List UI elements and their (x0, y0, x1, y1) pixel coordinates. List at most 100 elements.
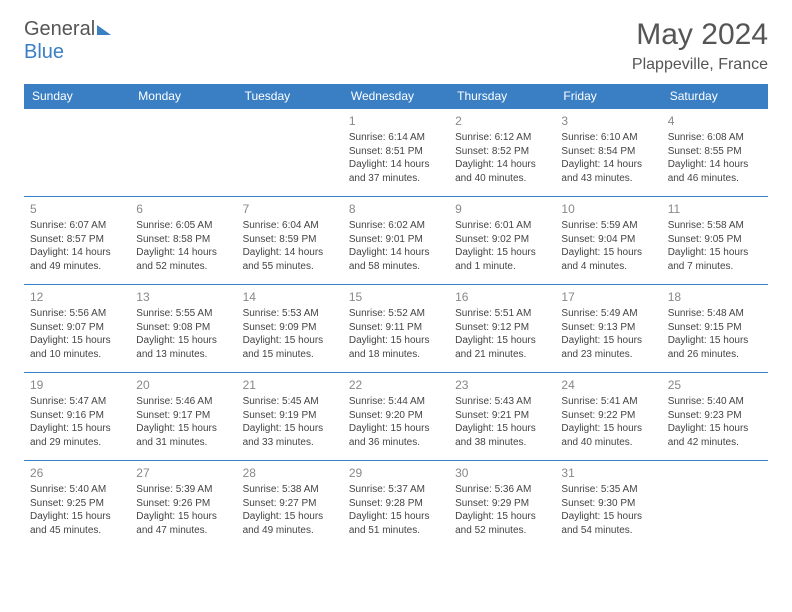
daylight-text: Daylight: 15 hours and 15 minutes. (243, 334, 337, 361)
sunrise-text: Sunrise: 5:51 AM (455, 307, 549, 321)
calendar-week-row: 26Sunrise: 5:40 AMSunset: 9:25 PMDayligh… (24, 461, 768, 549)
calendar-day-cell (662, 461, 768, 549)
sunrise-text: Sunrise: 6:10 AM (561, 131, 655, 145)
sunrise-text: Sunrise: 5:56 AM (30, 307, 124, 321)
day-number: 27 (136, 465, 230, 481)
day-number: 22 (349, 377, 443, 393)
calendar-day-cell (130, 109, 236, 197)
sunrise-text: Sunrise: 6:04 AM (243, 219, 337, 233)
day-number: 21 (243, 377, 337, 393)
sunrise-text: Sunrise: 5:35 AM (561, 483, 655, 497)
sunset-text: Sunset: 9:19 PM (243, 409, 337, 423)
day-number: 14 (243, 289, 337, 305)
sunrise-text: Sunrise: 6:12 AM (455, 131, 549, 145)
logo: General Blue (24, 18, 111, 64)
sunrise-text: Sunrise: 5:55 AM (136, 307, 230, 321)
calendar-body: 1Sunrise: 6:14 AMSunset: 8:51 PMDaylight… (24, 109, 768, 549)
sunrise-text: Sunrise: 6:01 AM (455, 219, 549, 233)
sunrise-text: Sunrise: 5:46 AM (136, 395, 230, 409)
day-number: 5 (30, 201, 124, 217)
calendar-day-cell: 29Sunrise: 5:37 AMSunset: 9:28 PMDayligh… (343, 461, 449, 549)
sunset-text: Sunset: 9:17 PM (136, 409, 230, 423)
sunset-text: Sunset: 9:12 PM (455, 321, 549, 335)
sunrise-text: Sunrise: 5:39 AM (136, 483, 230, 497)
daylight-text: Daylight: 15 hours and 23 minutes. (561, 334, 655, 361)
calendar-week-row: 5Sunrise: 6:07 AMSunset: 8:57 PMDaylight… (24, 197, 768, 285)
sunset-text: Sunset: 9:02 PM (455, 233, 549, 247)
daylight-text: Daylight: 15 hours and 10 minutes. (30, 334, 124, 361)
logo-icon (97, 25, 111, 35)
sunrise-text: Sunrise: 5:37 AM (349, 483, 443, 497)
weekday-header: Wednesday (343, 84, 449, 109)
daylight-text: Daylight: 15 hours and 54 minutes. (561, 510, 655, 537)
sunset-text: Sunset: 8:58 PM (136, 233, 230, 247)
weekday-header: Thursday (449, 84, 555, 109)
day-number: 8 (349, 201, 443, 217)
daylight-text: Daylight: 15 hours and 42 minutes. (668, 422, 762, 449)
calendar-day-cell: 20Sunrise: 5:46 AMSunset: 9:17 PMDayligh… (130, 373, 236, 461)
daylight-text: Daylight: 15 hours and 49 minutes. (243, 510, 337, 537)
daylight-text: Daylight: 15 hours and 47 minutes. (136, 510, 230, 537)
day-number: 19 (30, 377, 124, 393)
daylight-text: Daylight: 14 hours and 40 minutes. (455, 158, 549, 185)
day-number: 25 (668, 377, 762, 393)
calendar-day-cell: 3Sunrise: 6:10 AMSunset: 8:54 PMDaylight… (555, 109, 661, 197)
sunrise-text: Sunrise: 5:40 AM (668, 395, 762, 409)
day-number: 31 (561, 465, 655, 481)
sunrise-text: Sunrise: 5:48 AM (668, 307, 762, 321)
day-number: 2 (455, 113, 549, 129)
daylight-text: Daylight: 15 hours and 45 minutes. (30, 510, 124, 537)
daylight-text: Daylight: 15 hours and 1 minute. (455, 246, 549, 273)
daylight-text: Daylight: 15 hours and 4 minutes. (561, 246, 655, 273)
day-number: 28 (243, 465, 337, 481)
day-number: 29 (349, 465, 443, 481)
day-number: 23 (455, 377, 549, 393)
sunset-text: Sunset: 9:29 PM (455, 497, 549, 511)
calendar-day-cell: 18Sunrise: 5:48 AMSunset: 9:15 PMDayligh… (662, 285, 768, 373)
logo-part2: Blue (24, 41, 64, 63)
day-number: 16 (455, 289, 549, 305)
sunset-text: Sunset: 9:11 PM (349, 321, 443, 335)
day-number: 11 (668, 201, 762, 217)
calendar-day-cell: 13Sunrise: 5:55 AMSunset: 9:08 PMDayligh… (130, 285, 236, 373)
calendar-week-row: 12Sunrise: 5:56 AMSunset: 9:07 PMDayligh… (24, 285, 768, 373)
daylight-text: Daylight: 15 hours and 18 minutes. (349, 334, 443, 361)
location-label: Plappeville, France (632, 56, 768, 74)
day-number: 24 (561, 377, 655, 393)
sunset-text: Sunset: 9:21 PM (455, 409, 549, 423)
sunrise-text: Sunrise: 6:07 AM (30, 219, 124, 233)
logo-part1: General (24, 18, 95, 40)
calendar-week-row: 19Sunrise: 5:47 AMSunset: 9:16 PMDayligh… (24, 373, 768, 461)
daylight-text: Daylight: 14 hours and 49 minutes. (30, 246, 124, 273)
calendar-day-cell (237, 109, 343, 197)
sunset-text: Sunset: 9:22 PM (561, 409, 655, 423)
day-number: 15 (349, 289, 443, 305)
daylight-text: Daylight: 15 hours and 31 minutes. (136, 422, 230, 449)
calendar-day-cell: 16Sunrise: 5:51 AMSunset: 9:12 PMDayligh… (449, 285, 555, 373)
daylight-text: Daylight: 15 hours and 52 minutes. (455, 510, 549, 537)
sunrise-text: Sunrise: 5:41 AM (561, 395, 655, 409)
sunset-text: Sunset: 9:25 PM (30, 497, 124, 511)
daylight-text: Daylight: 15 hours and 33 minutes. (243, 422, 337, 449)
sunrise-text: Sunrise: 5:45 AM (243, 395, 337, 409)
day-number: 17 (561, 289, 655, 305)
daylight-text: Daylight: 15 hours and 38 minutes. (455, 422, 549, 449)
calendar-day-cell: 7 Sunrise: 6:04 AMSunset: 8:59 PMDaylight… (237, 197, 343, 285)
daylight-text: Daylight: 14 hours and 58 minutes. (349, 246, 443, 273)
daylight-text: Daylight: 15 hours and 40 minutes. (561, 422, 655, 449)
day-number: 3 (561, 113, 655, 129)
sunset-text: Sunset: 8:59 PM (243, 233, 337, 247)
weekday-header: Monday (130, 84, 236, 109)
calendar-day-cell: 5Sunrise: 6:07 AMSunset: 8:57 PMDaylight… (24, 197, 130, 285)
calendar-day-cell: 12Sunrise: 5:56 AMSunset: 9:07 PMDayligh… (24, 285, 130, 373)
sunset-text: Sunset: 9:08 PM (136, 321, 230, 335)
weekday-header: Friday (555, 84, 661, 109)
sunset-text: Sunset: 9:01 PM (349, 233, 443, 247)
sunrise-text: Sunrise: 5:44 AM (349, 395, 443, 409)
daylight-text: Daylight: 14 hours and 55 minutes. (243, 246, 337, 273)
sunrise-text: Sunrise: 6:14 AM (349, 131, 443, 145)
calendar-day-cell: 31Sunrise: 5:35 AMSunset: 9:30 PMDayligh… (555, 461, 661, 549)
calendar-day-cell: 6Sunrise: 6:05 AMSunset: 8:58 PMDaylight… (130, 197, 236, 285)
calendar-table: SundayMondayTuesdayWednesdayThursdayFrid… (24, 84, 768, 549)
day-number: 7 (243, 201, 337, 217)
